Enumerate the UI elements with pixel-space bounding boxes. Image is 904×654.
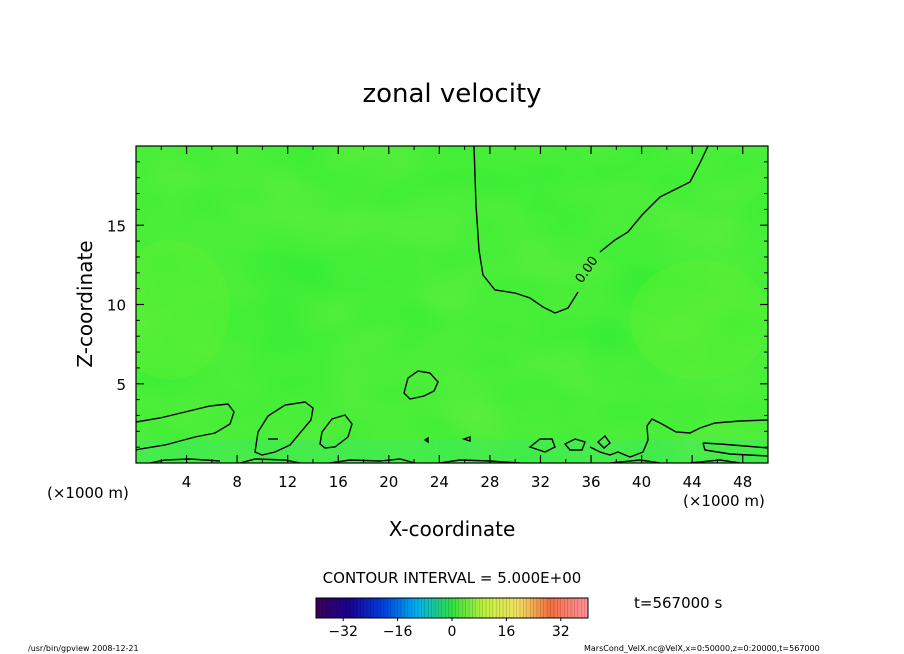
y-axis-ticks: 5 10 15 <box>107 161 768 448</box>
colorbar-stripes <box>319 598 585 618</box>
contour-low-blob-1 <box>254 401 314 456</box>
plot-area: 0.00 <box>136 146 768 463</box>
footer-left: /usr/bin/gpview 2008-12-21 <box>28 644 139 653</box>
contour-right-blob <box>702 442 768 457</box>
field-variation <box>136 146 768 463</box>
x-tick-label: 36 <box>581 473 600 491</box>
field-patch-left <box>136 240 230 380</box>
x-tick-label: 24 <box>430 473 449 491</box>
contour-small-2 <box>563 438 586 451</box>
contour-small-3 <box>596 434 611 449</box>
x-tick-label: 48 <box>733 473 752 491</box>
contour-low-blob-2 <box>319 414 353 449</box>
colorbar-tick-label: 16 <box>497 624 515 640</box>
y-axis-label: Z-coordinate <box>73 240 97 367</box>
x-tick-label: 40 <box>632 473 651 491</box>
footer-right: MarsCond_VelX.nc@VelX,x=0:50000,z=0:2000… <box>584 644 820 653</box>
x-tick-label: 28 <box>480 473 499 491</box>
y-tick-label: 10 <box>107 297 126 315</box>
x-axis-ticks: 4 8 12 16 20 24 28 32 36 40 44 48 <box>160 146 752 491</box>
x-tick-label: 20 <box>379 473 398 491</box>
colorbar-tick-label: 0 <box>448 624 457 640</box>
contour-interval: CONTOUR INTERVAL = 5.000E+00 <box>323 569 582 587</box>
contour-bottom <box>149 458 741 463</box>
colorbar-tick-label: −32 <box>328 624 358 640</box>
contour-low-left <box>136 403 235 451</box>
contour-tiny-2 <box>461 436 471 442</box>
x-tick-label: 44 <box>683 473 702 491</box>
x-axis-label: X-coordinate <box>389 517 516 541</box>
contour-mid-blob <box>403 370 439 400</box>
x-unit-right: (×1000 m) <box>683 492 765 510</box>
x-tick-label: 16 <box>329 473 348 491</box>
contour-tiny-3 <box>423 436 429 444</box>
colorbar-tick-label: −16 <box>383 624 413 640</box>
x-tick-label: 12 <box>278 473 297 491</box>
y-tick-label: 15 <box>107 217 126 235</box>
time-label: t=567000 s <box>634 594 722 612</box>
x-tick-label: 32 <box>531 473 550 491</box>
contour-small-1 <box>528 438 556 453</box>
chart-title: zonal velocity <box>362 79 541 109</box>
colorbar-tick-label: 32 <box>552 624 570 640</box>
colorbar-ticks: −32 −16 0 16 32 <box>328 618 570 640</box>
contour-zero <box>136 146 768 463</box>
y-tick-label: 5 <box>116 376 126 394</box>
colorbar <box>316 598 588 618</box>
contour-low-right <box>589 418 768 458</box>
x-unit-left: (×1000 m) <box>47 484 129 502</box>
x-tick-label: 4 <box>182 473 192 491</box>
field-surface-band <box>136 440 768 463</box>
x-tick-label: 8 <box>232 473 242 491</box>
field-patch-right <box>630 260 768 380</box>
contour-upper <box>473 146 709 314</box>
